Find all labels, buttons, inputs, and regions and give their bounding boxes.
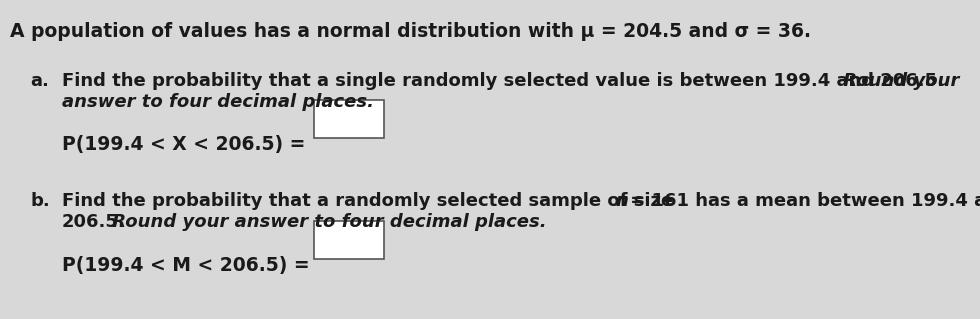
Text: Round your: Round your bbox=[837, 72, 959, 90]
Text: answer to four decimal places.: answer to four decimal places. bbox=[62, 93, 374, 111]
Text: = 161 has a mean between 199.4 and: = 161 has a mean between 199.4 and bbox=[624, 192, 980, 210]
Text: 206.5.: 206.5. bbox=[62, 213, 125, 231]
Text: Find the probability that a single randomly selected value is between 199.4 and : Find the probability that a single rando… bbox=[62, 72, 944, 90]
Text: Round your answer to four decimal places.: Round your answer to four decimal places… bbox=[106, 213, 547, 231]
Text: A population of values has a normal distribution with μ = 204.5 and σ = 36.: A population of values has a normal dist… bbox=[10, 22, 811, 41]
Text: P(199.4 < M < 206.5) =: P(199.4 < M < 206.5) = bbox=[62, 256, 310, 275]
FancyBboxPatch shape bbox=[314, 100, 384, 138]
Text: n: n bbox=[615, 192, 628, 210]
FancyBboxPatch shape bbox=[314, 221, 384, 259]
Text: a.: a. bbox=[30, 72, 49, 90]
Text: P(199.4 < X < 206.5) =: P(199.4 < X < 206.5) = bbox=[62, 135, 306, 154]
Text: b.: b. bbox=[30, 192, 50, 210]
Text: Find the probability that a randomly selected sample of size: Find the probability that a randomly sel… bbox=[62, 192, 679, 210]
